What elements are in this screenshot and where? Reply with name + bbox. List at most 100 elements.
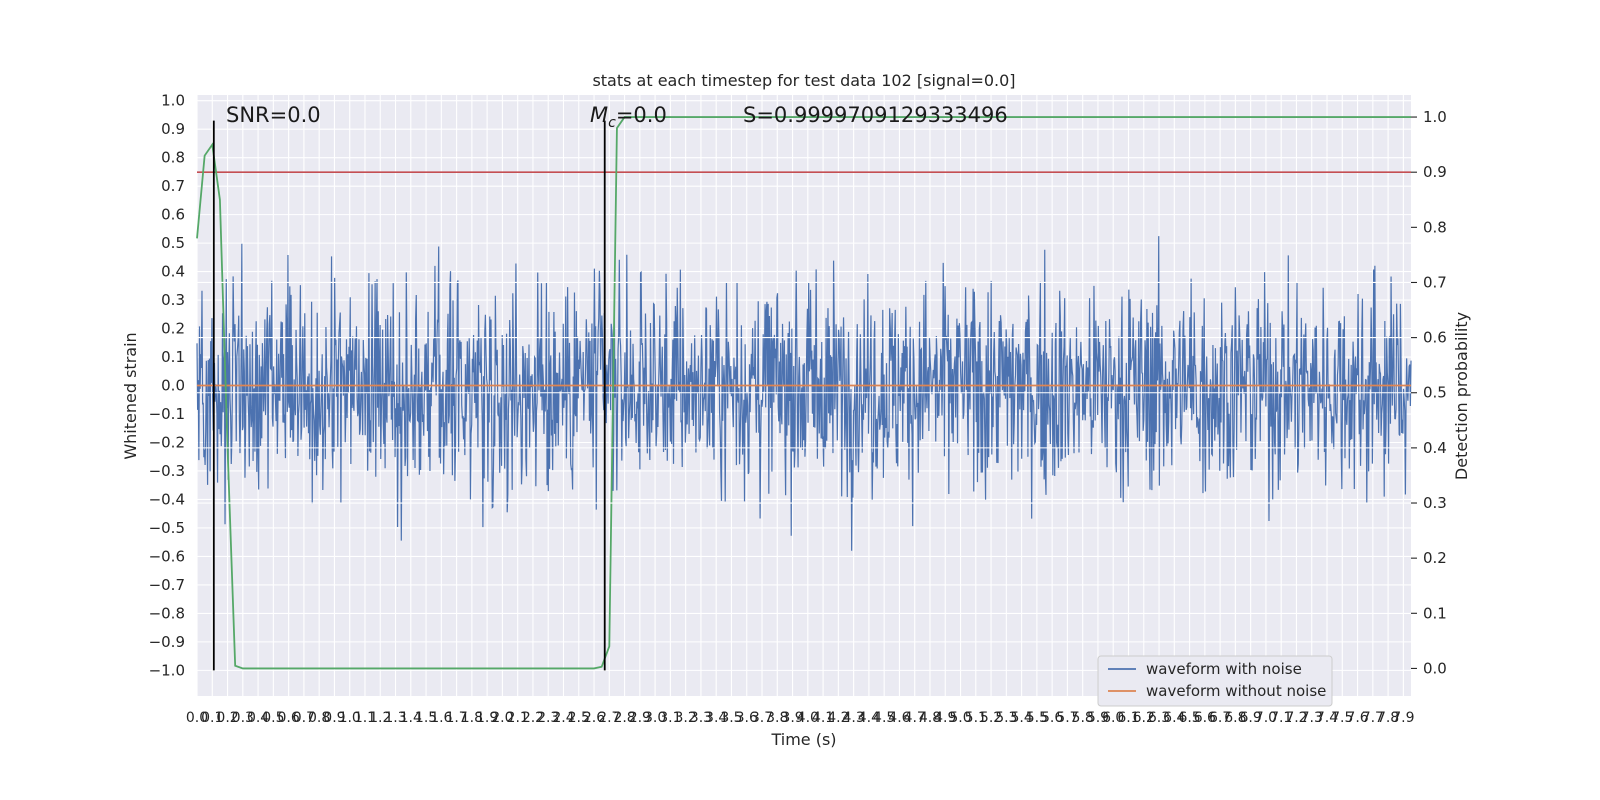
- y-tick-label-0: 1.0: [161, 92, 185, 110]
- x-tick-label-77: 7.7: [1362, 710, 1384, 726]
- chirp-mass-value: =0.0: [616, 103, 667, 127]
- marker-lines: [212, 120, 606, 671]
- legend-label-clean: waveform without noise: [1146, 682, 1326, 700]
- x-tick-label-69: 6.9: [1240, 710, 1262, 726]
- y-tick-label-3: 0.7: [161, 177, 185, 195]
- x-tick-label-17: 1.7: [445, 710, 467, 726]
- y-tick-label-12: −0.2: [149, 433, 185, 451]
- x-tick-label-55: 5.5: [1026, 710, 1048, 726]
- x-tick-label-0: 0.0: [186, 710, 208, 726]
- x-tick-label-38: 3.8: [766, 710, 788, 726]
- y-tick-label-11: −0.1: [149, 405, 185, 423]
- x-tick-label-20: 2.0: [491, 710, 513, 726]
- x-tick-label-62: 6.2: [1133, 710, 1155, 726]
- x-tick-label-63: 6.3: [1148, 710, 1170, 726]
- x-axis-label: Time (s): [770, 730, 836, 749]
- chart-title: stats at each timestep for test data 102…: [592, 71, 1015, 90]
- y-tick-label-18: −0.8: [149, 604, 185, 622]
- x-tick-label-26: 2.6: [583, 710, 605, 726]
- x-tick-label-60: 6.0: [1102, 710, 1124, 726]
- x-tick-label-25: 2.5: [568, 710, 590, 726]
- x-tick-label-1: 0.1: [201, 710, 223, 726]
- significance-annotation: S=0.9999709129333496: [743, 103, 1008, 127]
- x-tick-label-9: 0.9: [323, 710, 345, 726]
- x-tick-label-31: 3.1: [659, 710, 681, 726]
- x-tick-label-78: 7.8: [1377, 710, 1399, 726]
- x-tick-label-68: 6.8: [1224, 710, 1246, 726]
- y2-tick-label-0: 1.0: [1423, 108, 1447, 126]
- chirp-mass-symbol: M: [590, 103, 608, 127]
- y-tick-label-13: −0.3: [149, 462, 185, 480]
- x-tick-label-46: 4.6: [888, 710, 910, 726]
- x-tick-label-64: 6.4: [1163, 710, 1185, 726]
- y-axis-label: Whitened strain: [121, 332, 140, 459]
- x-tick-label-33: 3.3: [690, 710, 712, 726]
- x-tick-label-57: 5.7: [1056, 710, 1078, 726]
- y-tick-label-14: −0.4: [149, 490, 185, 508]
- y2-tick-label-5: 0.5: [1423, 384, 1447, 402]
- x-tick-label-47: 4.7: [904, 710, 926, 726]
- legend-box: [1097, 655, 1333, 707]
- y-tick-label-8: 0.2: [161, 320, 185, 338]
- legend: waveform with noise waveform without noi…: [1097, 655, 1333, 707]
- x-tick-label-34: 3.4: [705, 710, 727, 726]
- x-tick-label-10: 1.0: [339, 710, 361, 726]
- y2-tick-label-6: 0.4: [1423, 439, 1447, 457]
- x-tick-label-37: 3.7: [751, 710, 773, 726]
- y-tick-label-10: 0.0: [161, 377, 185, 395]
- y-tick-label-2: 0.8: [161, 149, 185, 167]
- noise-series-layer: [196, 236, 1412, 551]
- x-tick-label-29: 2.9: [629, 710, 651, 726]
- x-tick-label-52: 5.2: [980, 710, 1002, 726]
- x-tick-label-35: 3.5: [720, 710, 742, 726]
- x-tick-label-4: 0.4: [247, 710, 269, 726]
- x-tick-label-2: 0.2: [216, 710, 238, 726]
- x-tick-label-28: 2.8: [613, 710, 635, 726]
- y2-tick-label-4: 0.6: [1423, 329, 1447, 347]
- x-tick-label-22: 2.2: [522, 710, 544, 726]
- chirp-mass-subscript: c: [608, 115, 616, 131]
- x-tick-label-40: 4.0: [797, 710, 819, 726]
- x-tick-label-41: 4.1: [812, 710, 834, 726]
- x-tick-label-14: 1.4: [400, 710, 422, 726]
- x-tick-label-66: 6.6: [1194, 710, 1216, 726]
- y-tick-label-4: 0.6: [161, 206, 185, 224]
- right-axis-grid: [197, 281, 1411, 504]
- x-tick-label-30: 3.0: [644, 710, 666, 726]
- y2-tick-label-3: 0.7: [1423, 273, 1447, 291]
- x-tick-label-72: 7.2: [1285, 710, 1307, 726]
- y-tick-label-15: −0.5: [149, 519, 185, 537]
- x-tick-label-7: 0.7: [293, 710, 315, 726]
- x-tick-label-43: 4.3: [842, 710, 864, 726]
- chirp-mass-annotation: Mc=0.0: [590, 103, 667, 131]
- y-tick-label-5: 0.5: [161, 234, 185, 252]
- y2-tick-label-9: 0.1: [1423, 604, 1447, 622]
- x-tick-label-73: 7.3: [1301, 710, 1323, 726]
- x-tick-label-51: 5.1: [965, 710, 987, 726]
- series-waveform-with-noise: [196, 236, 1412, 551]
- x-tick-label-75: 7.5: [1331, 710, 1353, 726]
- x-tick-label-58: 5.8: [1072, 710, 1094, 726]
- x-tick-label-36: 3.6: [736, 710, 758, 726]
- x-tick-label-76: 7.6: [1346, 710, 1368, 726]
- x-tick-label-53: 5.3: [995, 710, 1017, 726]
- y-tick-label-9: 0.1: [161, 348, 185, 366]
- left-axis-ticks: 1.0 0.9 0.8 0.7 0.6 0.5 0.4 0.3 0.2 0.1 0.0 −0.1 −0.…: [149, 92, 185, 680]
- x-tick-label-16: 1.6: [430, 710, 452, 726]
- x-tick-label-70: 7.0: [1255, 710, 1277, 726]
- x-tick-label-56: 5.6: [1041, 710, 1063, 726]
- x-tick-label-5: 0.5: [262, 710, 284, 726]
- x-tick-label-44: 4.4: [858, 710, 880, 726]
- x-tick-label-3: 0.3: [232, 710, 254, 726]
- right-axis-ticks: 1.0 0.9 0.8 0.7 0.6 0.5 0.4 0.3 0.2 0.1 0.0: [1411, 108, 1447, 677]
- y2-tick-label-2: 0.8: [1423, 218, 1447, 236]
- x-tick-label-67: 6.7: [1209, 710, 1231, 726]
- x-tick-label-11: 1.1: [354, 710, 376, 726]
- x-tick-label-32: 3.2: [675, 710, 697, 726]
- x-tick-label-15: 1.5: [415, 710, 437, 726]
- y-tick-label-17: −0.7: [149, 576, 185, 594]
- x-tick-label-21: 2.1: [507, 710, 529, 726]
- x-tick-label-13: 1.3: [384, 710, 406, 726]
- y-tick-label-1: 0.9: [161, 120, 185, 138]
